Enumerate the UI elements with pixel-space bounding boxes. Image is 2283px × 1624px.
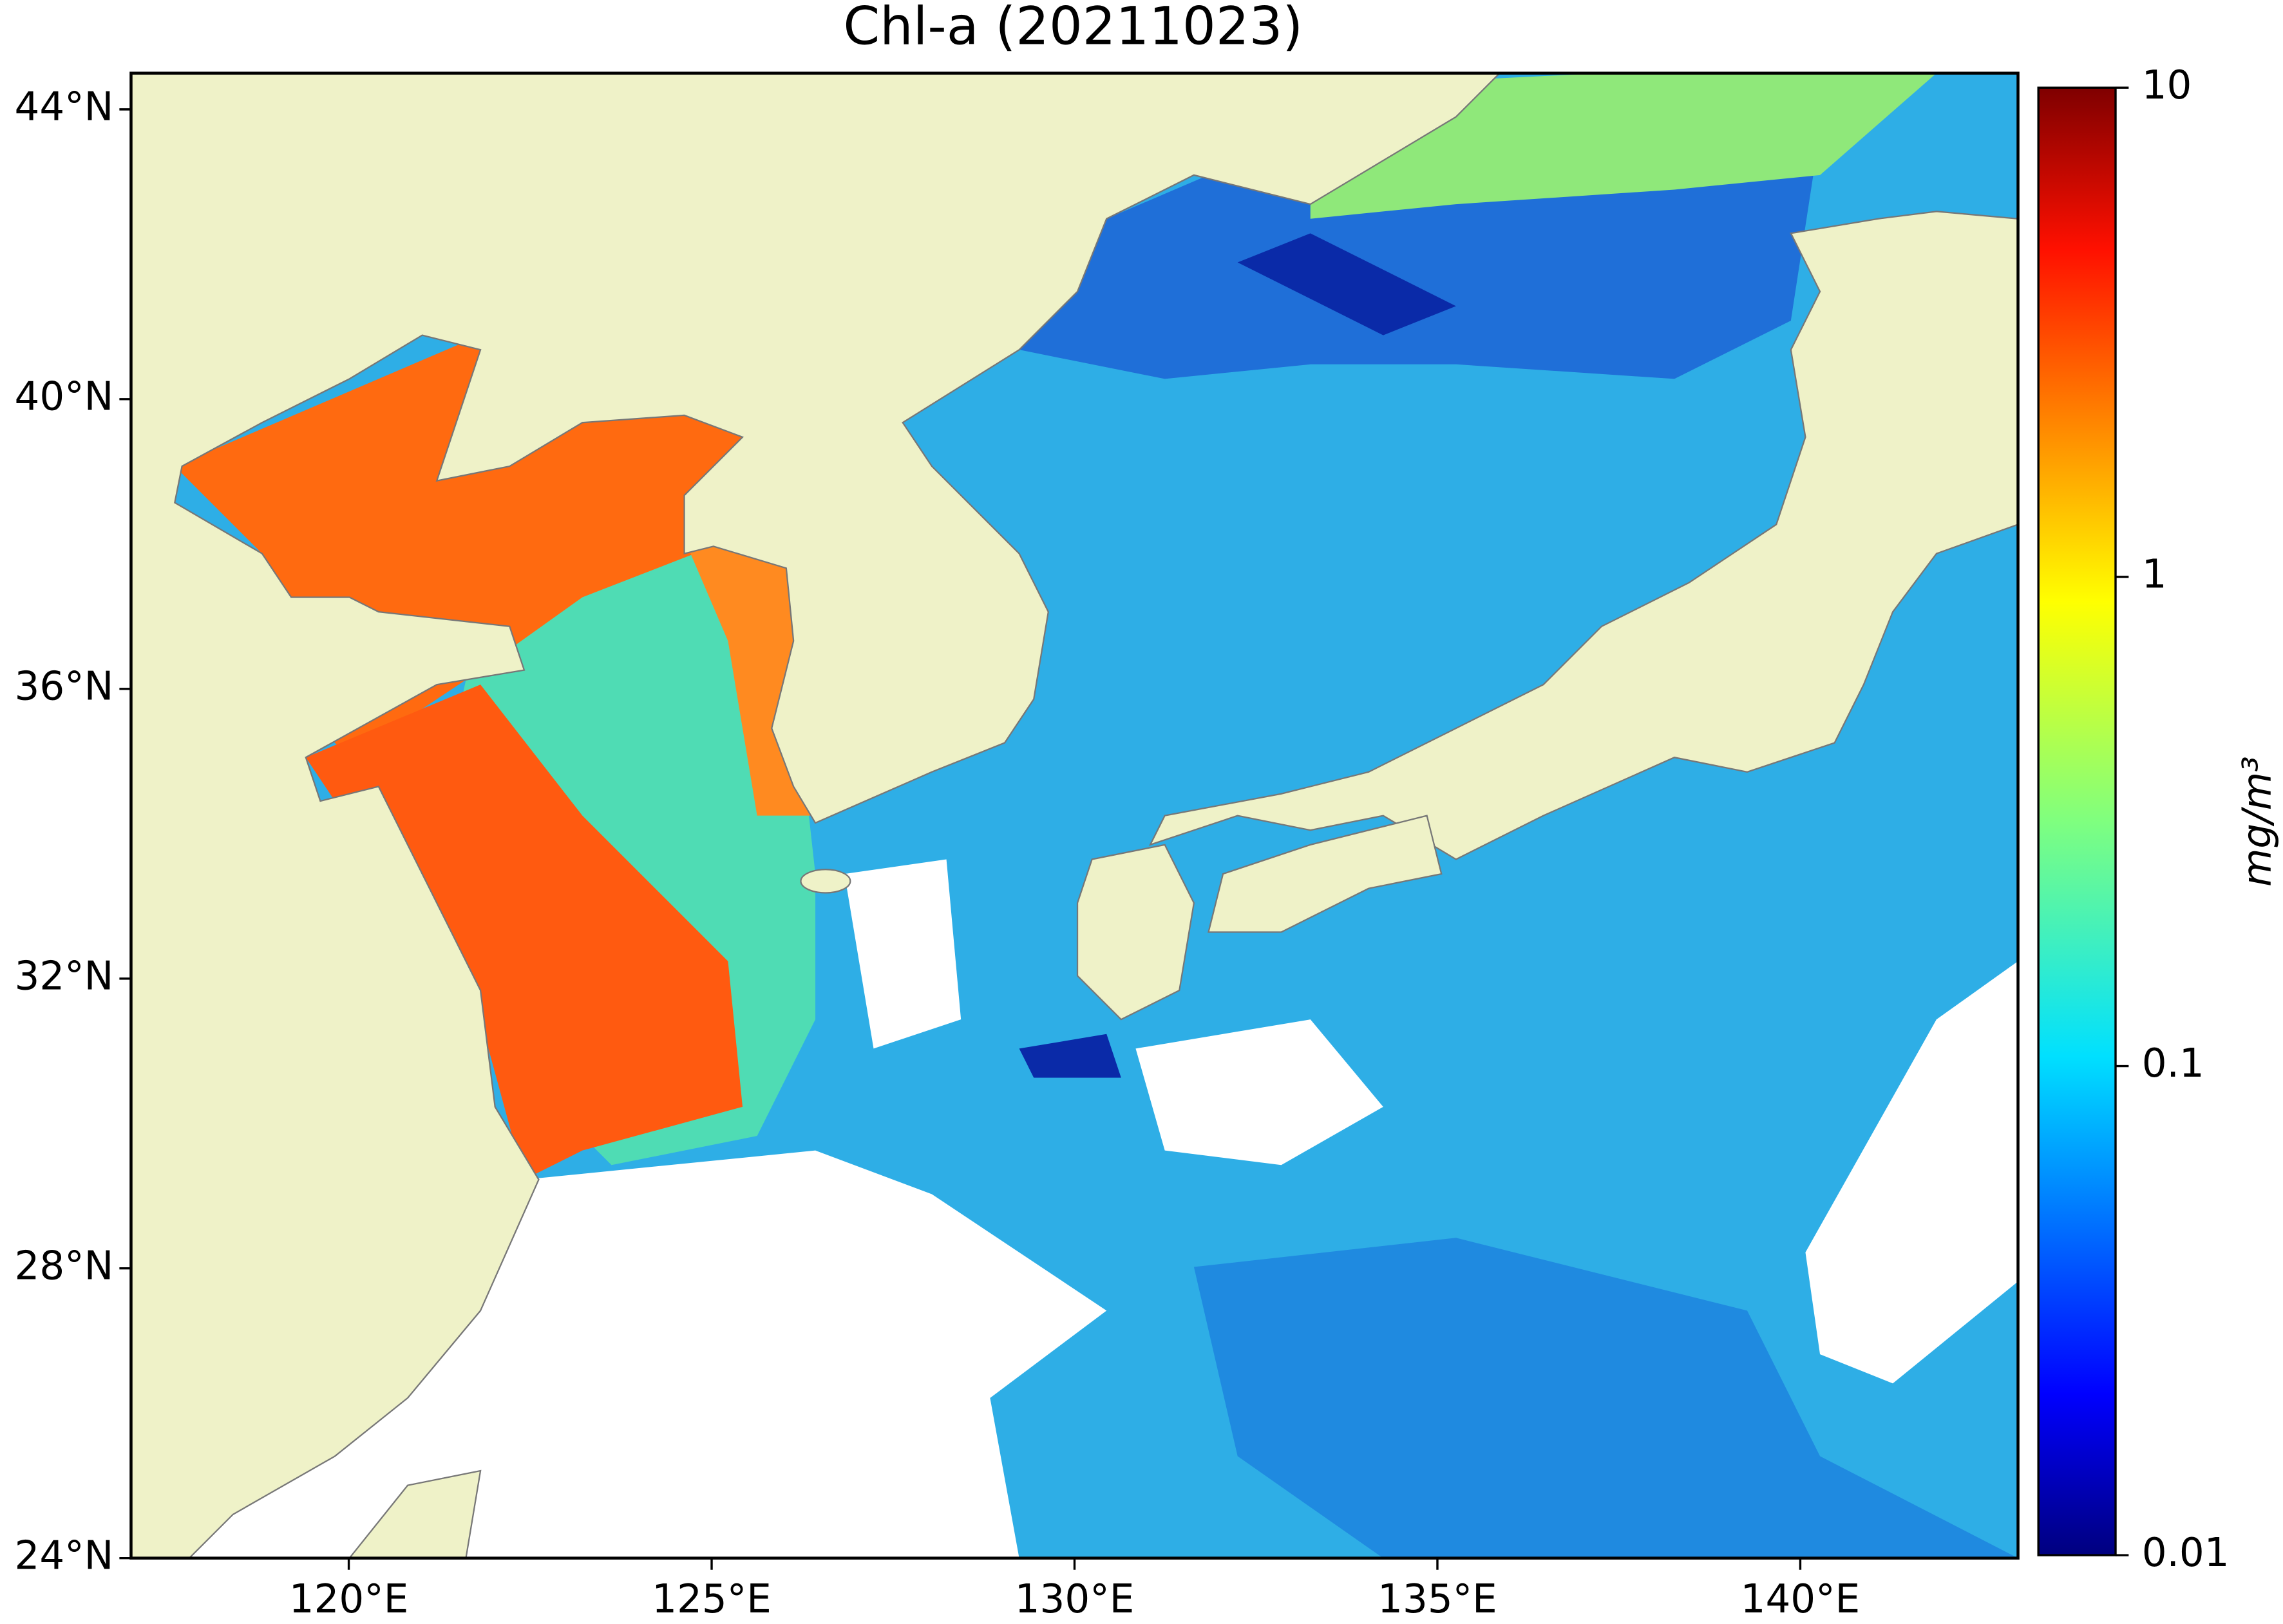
y-tick-label: 40°N — [15, 373, 114, 419]
map-field — [131, 73, 2018, 1558]
cloud — [1805, 961, 2018, 1384]
colorbar-tick-label: 0.1 — [2142, 1041, 2204, 1086]
ocean-patch — [1193, 1238, 2018, 1558]
x-tick-label: 135°E — [1378, 1576, 1497, 1622]
x-tick-label: 125°E — [652, 1576, 772, 1622]
colorbar-tick-label: 10 — [2142, 62, 2192, 108]
cloud — [844, 859, 962, 1049]
colorbar — [2037, 86, 2117, 1556]
cloud — [189, 1150, 1107, 1558]
y-tick-label: 44°N — [15, 84, 114, 129]
ocean-patch — [1237, 233, 1456, 335]
y-tick-label: 28°N — [15, 1243, 114, 1289]
ocean-patch — [1310, 73, 1937, 219]
colorbar-tick-label: 1 — [2142, 551, 2167, 597]
y-tick-label: 32°N — [15, 953, 114, 999]
x-tick-label: 130°E — [1015, 1576, 1135, 1622]
land — [131, 73, 2018, 1558]
colorbar-label: mg/m³ — [2234, 756, 2280, 887]
colorbar-tick-label: 0.01 — [2142, 1530, 2230, 1576]
y-tick-label: 24°N — [15, 1533, 114, 1578]
cloud — [1135, 1019, 1383, 1166]
x-tick-label: 120°E — [289, 1576, 409, 1622]
ocean-patch — [305, 685, 743, 1180]
x-tick-label: 140°E — [1741, 1576, 1861, 1622]
map-title: Chl-a (20211023) — [843, 0, 1303, 57]
y-tick-label: 36°N — [15, 663, 114, 709]
ocean-patch — [1019, 1034, 1121, 1078]
